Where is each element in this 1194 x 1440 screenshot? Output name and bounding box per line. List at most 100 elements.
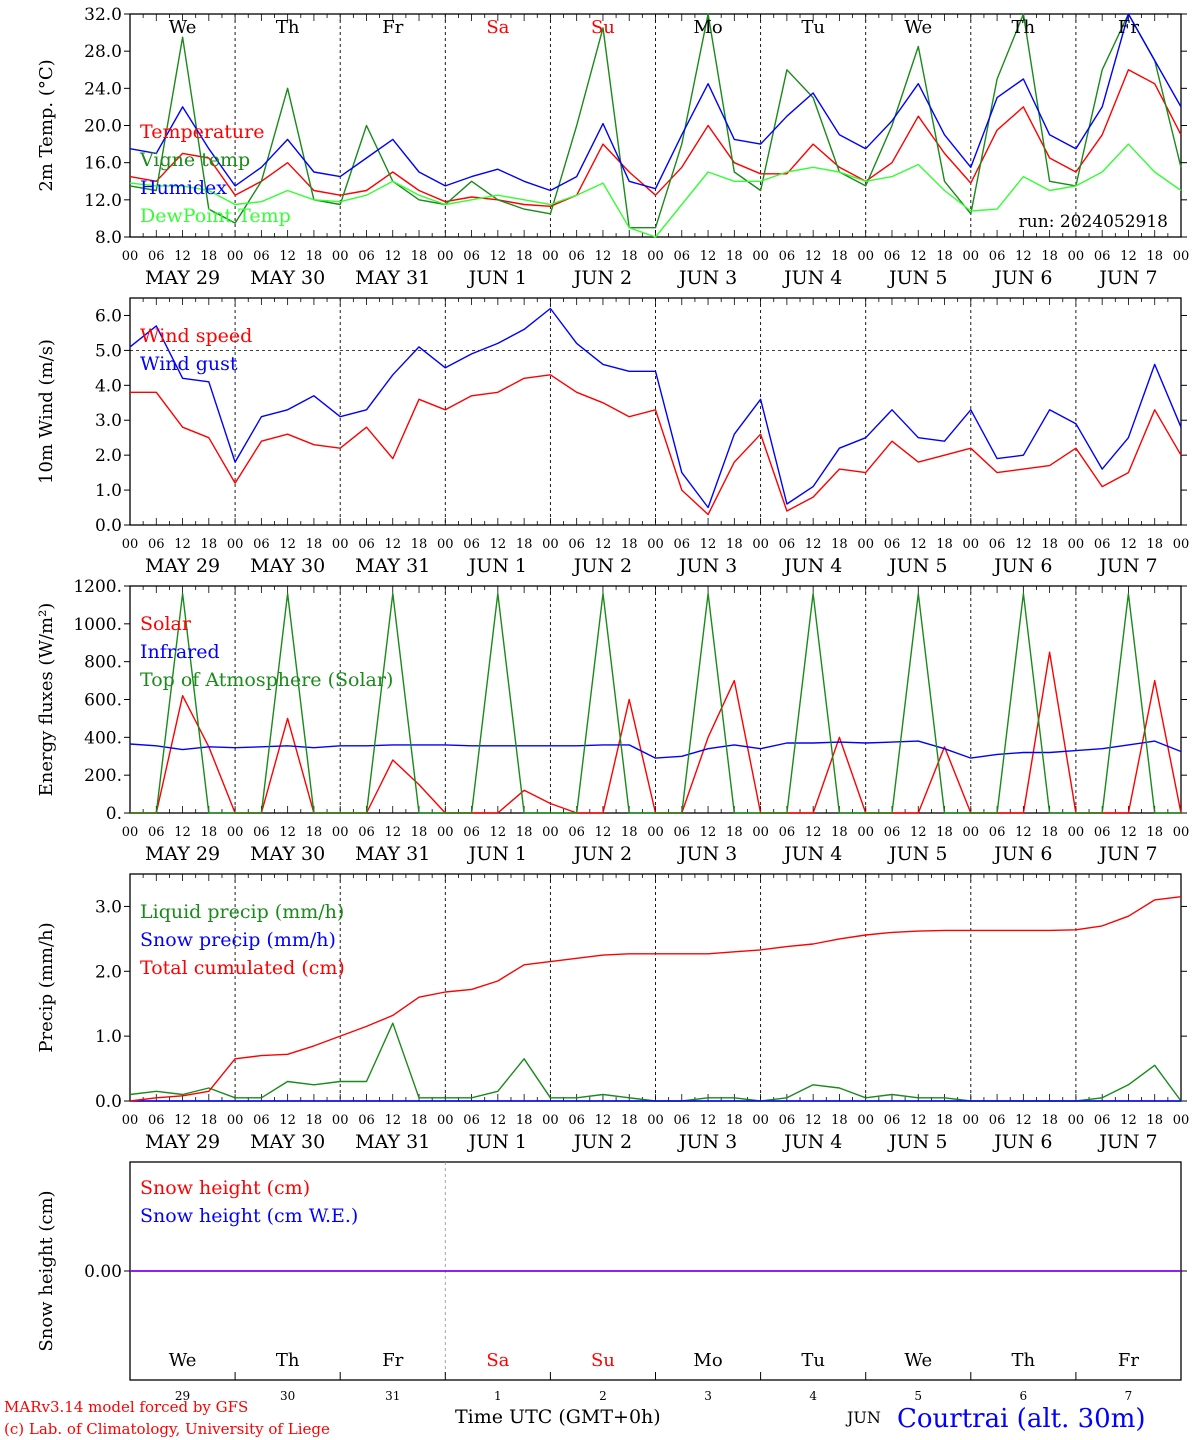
hour-tick-label: 12 — [805, 1113, 822, 1128]
hour-tick-label: 18 — [726, 537, 743, 552]
chart-panel-4: 0.0 1.0 2.0 3.0 Precip (mm/h) Liquid precip (… — [36, 873, 1189, 1153]
series-line — [130, 374, 1182, 516]
date-label: MAY 30 — [250, 843, 325, 865]
hour-tick-label: 12 — [174, 1113, 191, 1128]
hour-tick-label: 12 — [174, 537, 191, 552]
hour-tick-label: 00 — [752, 825, 769, 840]
date-label: JUN 5 — [887, 843, 947, 865]
hour-tick-label: 06 — [884, 825, 901, 840]
y-axis-label: 2m Temp. (°C) — [36, 59, 57, 191]
date-label: JUN 5 — [887, 555, 947, 577]
hour-tick-label: 00 — [227, 537, 244, 552]
series-line — [129, 143, 1182, 238]
plot-frame — [129, 13, 1182, 238]
date-label: JUN 6 — [992, 1131, 1052, 1153]
hour-tick-label: 12 — [595, 1113, 612, 1128]
y-axis-label: Precip (mm/h) — [36, 922, 57, 1052]
hour-tick-label: 06 — [674, 537, 691, 552]
date-label: JUN 2 — [572, 267, 632, 289]
y-tick-label: 5.0 — [95, 341, 122, 361]
hour-tick-label: 18 — [306, 249, 323, 264]
hour-tick-label: 12 — [700, 825, 717, 840]
weekday-label: Fr — [1118, 17, 1139, 38]
y-tick-label: 6.0 — [95, 306, 122, 326]
y-tick-label: 24.0 — [84, 79, 122, 99]
y-tick-label: 0.00 — [84, 1262, 122, 1282]
hour-tick-label: 12 — [279, 249, 296, 264]
y-tick-label: 600. — [84, 691, 122, 711]
y-axis-label: Energy fluxes (W/m²) — [36, 603, 57, 797]
legend-entry: Vigne temp — [139, 149, 250, 171]
hour-tick-label: 18 — [1146, 1113, 1163, 1128]
y-tick-label: 1.0 — [95, 1027, 122, 1047]
date-label: JUN 4 — [782, 555, 842, 577]
date-label: JUN 1 — [467, 267, 527, 289]
weekday-label: Mo — [693, 17, 722, 38]
date-label: MAY 30 — [250, 555, 325, 577]
date-label: MAY 31 — [355, 843, 430, 865]
date-label: JUN 1 — [467, 555, 527, 577]
hour-tick-label: 12 — [1015, 1113, 1032, 1128]
day-number-label: 1 — [494, 1389, 502, 1403]
hour-tick-label: 06 — [674, 825, 691, 840]
weekday-label: Fr — [382, 1350, 403, 1371]
hour-tick-label: 12 — [490, 537, 507, 552]
series-line — [129, 13, 1182, 229]
x-axis-title: Time UTC (GMT+0h) — [455, 1406, 661, 1428]
hour-tick-label: 00 — [647, 537, 664, 552]
hour-tick-label: 18 — [516, 249, 533, 264]
hour-tick-label: 18 — [201, 1113, 218, 1128]
hour-tick-label: 12 — [384, 249, 401, 264]
hour-tick-label: 06 — [568, 537, 585, 552]
hour-tick-label: 06 — [253, 249, 270, 264]
y-tick-label: 2.0 — [95, 446, 122, 466]
hour-tick-label: 12 — [595, 537, 612, 552]
series-line — [129, 13, 1182, 192]
y-axis-label: 10m Wind (m/s) — [36, 339, 57, 484]
hour-tick-label: 00 — [332, 537, 349, 552]
hour-tick-label: 00 — [542, 249, 559, 264]
hour-tick-label: 00 — [647, 249, 664, 264]
hour-tick-label: 12 — [910, 825, 927, 840]
date-label: JUN 7 — [1097, 843, 1157, 865]
hour-tick-label: 00 — [1068, 249, 1085, 264]
hour-tick-label: 00 — [1173, 537, 1190, 552]
hour-tick-label: 00 — [122, 249, 139, 264]
hour-tick-label: 06 — [1094, 825, 1111, 840]
series-line — [129, 69, 1182, 208]
day-number-label: 4 — [809, 1389, 817, 1403]
weekday-label: Tu — [801, 17, 825, 38]
hour-tick-label: 18 — [936, 537, 953, 552]
hour-tick-label: 06 — [884, 249, 901, 264]
hour-tick-label: 06 — [463, 537, 480, 552]
day-number-label: 2 — [599, 1389, 607, 1403]
hour-tick-label: 00 — [1173, 825, 1190, 840]
hour-tick-label: 18 — [1041, 537, 1058, 552]
hour-tick-label: 18 — [726, 1113, 743, 1128]
run-annotation: run: 2024052918 — [1019, 212, 1168, 232]
hour-tick-label: 12 — [805, 825, 822, 840]
hour-tick-label: 18 — [306, 1113, 323, 1128]
hour-tick-label: 12 — [910, 249, 927, 264]
date-label: MAY 31 — [355, 1131, 430, 1153]
hour-tick-label: 00 — [437, 249, 454, 264]
y-tick-label: 3.0 — [95, 897, 122, 917]
chart-panel-5: 0.00 Snow height (cm) Snow height (cm) Snow… — [36, 1161, 1187, 1403]
weekday-label: Su — [591, 17, 615, 38]
hour-tick-label: 06 — [989, 249, 1006, 264]
hour-tick-label: 12 — [700, 249, 717, 264]
hour-tick-label: 12 — [595, 249, 612, 264]
hour-tick-label: 18 — [516, 1113, 533, 1128]
y-tick-label: 28.0 — [84, 42, 122, 62]
hour-tick-label: 18 — [306, 537, 323, 552]
hour-tick-label: 00 — [857, 537, 874, 552]
hour-tick-label: 12 — [805, 249, 822, 264]
hour-tick-label: 12 — [910, 537, 927, 552]
hour-tick-label: 18 — [1146, 537, 1163, 552]
weekday-label: Sa — [486, 17, 509, 38]
day-number-label: 5 — [914, 1389, 922, 1403]
weekday-label: Th — [276, 17, 300, 38]
hour-tick-label: 18 — [1146, 249, 1163, 264]
date-label: JUN 4 — [782, 267, 842, 289]
hour-tick-label: 18 — [831, 825, 848, 840]
